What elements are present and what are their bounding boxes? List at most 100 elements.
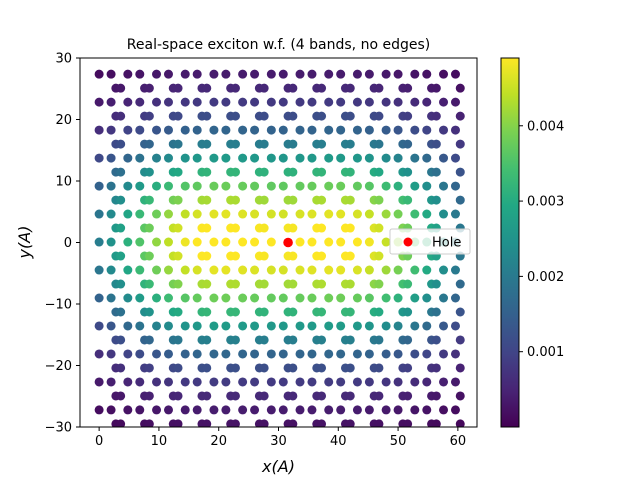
lattice-point — [422, 265, 432, 275]
lattice-point — [374, 335, 384, 345]
lattice-point — [450, 125, 460, 135]
y-tick-label: −20 — [45, 359, 72, 374]
lattice-point — [336, 293, 346, 303]
lattice-point — [307, 153, 317, 163]
lattice-point — [250, 69, 260, 79]
lattice-point — [288, 111, 298, 121]
lattice-point — [221, 293, 231, 303]
lattice-point — [295, 97, 305, 107]
x-tick-label: 20 — [210, 434, 227, 449]
lattice-point — [238, 69, 248, 79]
lattice-point — [163, 209, 173, 219]
lattice-point — [250, 97, 260, 107]
hole-marker — [283, 237, 293, 248]
lattice-point — [163, 237, 173, 247]
lattice-point — [278, 405, 288, 415]
lattice-point — [393, 293, 403, 303]
lattice-point — [278, 153, 288, 163]
lattice-point — [123, 237, 133, 247]
lattice-point — [422, 181, 432, 191]
lattice-point — [278, 209, 288, 219]
lattice-point — [266, 377, 276, 387]
lattice-point — [393, 265, 403, 275]
lattice-point — [106, 69, 116, 79]
lattice-point — [403, 195, 413, 205]
lattice-point — [450, 69, 460, 79]
lattice-point — [238, 377, 248, 387]
lattice-point — [422, 321, 432, 331]
lattice-point — [324, 97, 334, 107]
lattice-point — [202, 391, 212, 401]
lattice-point — [345, 83, 355, 93]
lattice-point — [144, 251, 154, 261]
lattice-point — [381, 405, 391, 415]
lattice-point — [374, 139, 384, 149]
lattice-point — [431, 307, 441, 317]
lattice-point — [450, 405, 460, 415]
lattice-point — [381, 349, 391, 359]
lattice-point — [230, 83, 240, 93]
lattice-point — [106, 405, 116, 415]
lattice-point — [352, 153, 362, 163]
lattice-point — [364, 237, 374, 247]
lattice-point — [307, 69, 317, 79]
lattice-point — [202, 111, 212, 121]
lattice-point — [116, 83, 126, 93]
lattice-point — [403, 363, 413, 373]
lattice-point — [135, 321, 145, 331]
lattice-point — [180, 321, 190, 331]
lattice-point — [94, 265, 104, 275]
lattice-point — [450, 97, 460, 107]
lattice-point — [209, 405, 219, 415]
lattice-point — [250, 321, 260, 331]
lattice-point — [230, 111, 240, 121]
lattice-point — [278, 125, 288, 135]
lattice-point — [250, 349, 260, 359]
lattice-point — [336, 125, 346, 135]
lattice-point — [345, 335, 355, 345]
lattice-point — [336, 265, 346, 275]
lattice-point — [288, 83, 298, 93]
lattice-point — [230, 307, 240, 317]
lattice-point — [106, 125, 116, 135]
lattice-point — [336, 153, 346, 163]
lattice-point — [202, 419, 212, 427]
lattice-point — [144, 335, 154, 345]
lattice-point — [403, 167, 413, 177]
lattice-point — [250, 405, 260, 415]
lattice-point — [152, 349, 162, 359]
lattice-point — [180, 97, 190, 107]
lattice-point — [221, 349, 231, 359]
lattice-point — [352, 97, 362, 107]
x-axis-label: x(A) — [261, 457, 295, 476]
lattice-point — [374, 391, 384, 401]
lattice-point — [192, 293, 202, 303]
lattice-point — [144, 391, 154, 401]
lattice-point — [450, 209, 460, 219]
lattice-point — [381, 125, 391, 135]
lattice-point — [180, 237, 190, 247]
lattice-point — [381, 265, 391, 275]
lattice-point — [230, 419, 240, 427]
lattice-point — [410, 293, 420, 303]
lattice-point — [180, 125, 190, 135]
lattice-point — [259, 223, 269, 233]
lattice-point — [173, 111, 183, 121]
y-tick-label: 10 — [55, 175, 72, 190]
lattice-point — [455, 363, 465, 373]
lattice-point — [106, 377, 116, 387]
lattice-point — [209, 181, 219, 191]
lattice-point — [374, 251, 384, 261]
lattice-point — [422, 153, 432, 163]
lattice-point — [307, 237, 317, 247]
lattice-point — [352, 181, 362, 191]
lattice-point — [202, 307, 212, 317]
lattice-point — [431, 363, 441, 373]
lattice-point — [295, 237, 305, 247]
lattice-point — [230, 195, 240, 205]
lattice-point — [192, 237, 202, 247]
lattice-point — [422, 349, 432, 359]
lattice-point — [374, 363, 384, 373]
scatter-points — [94, 69, 465, 427]
lattice-point — [202, 363, 212, 373]
